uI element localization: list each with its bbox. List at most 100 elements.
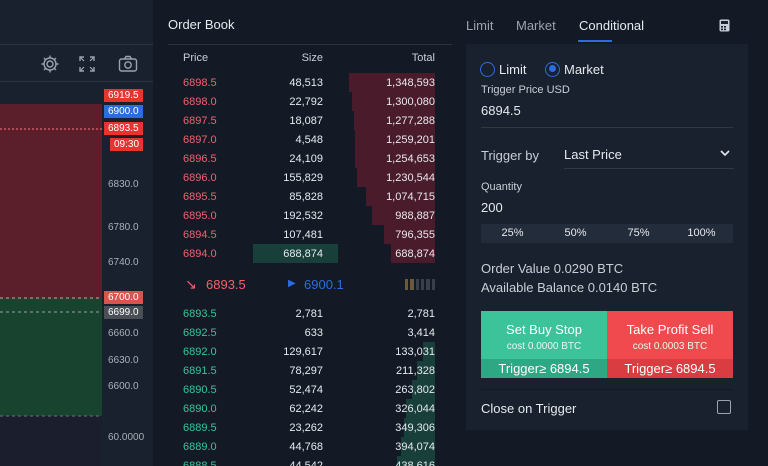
bid-depth-bar — [406, 399, 435, 418]
bid-size: 62,242 — [289, 403, 323, 415]
ask-depth-bar — [354, 111, 435, 130]
ask-size: 85,828 — [289, 191, 323, 203]
ask-total: 1,254,653 — [386, 153, 435, 165]
ask-size: 4,548 — [295, 134, 323, 146]
fullscreen-icon[interactable] — [76, 53, 98, 75]
axis-label: 6780.0 — [108, 222, 139, 233]
sell-button-trigger: Trigger≥ 6894.5 — [607, 359, 733, 378]
percent-100-button[interactable]: 100% — [687, 227, 716, 239]
ask-row[interactable]: 6897.5 18,087 1,277,288 — [168, 111, 452, 130]
ask-size: 18,087 — [289, 115, 323, 127]
bid-row[interactable]: 6889.5 23,262 349,306 — [168, 418, 452, 437]
chevron-down-icon — [719, 147, 731, 159]
radio-market-dot[interactable] — [545, 61, 560, 77]
take-profit-sell-button[interactable]: Take Profit Sell cost 0.0003 BTC Trigger… — [607, 311, 733, 378]
bid-row[interactable]: 6889.0 44,768 394,074 — [168, 437, 452, 456]
bid-row[interactable]: 6888.5 44,542 438,616 — [168, 456, 452, 466]
bid-size: 44,768 — [289, 441, 323, 453]
bid-price: 6890.0 — [183, 403, 217, 415]
axis-label: 6600.0 — [108, 381, 139, 392]
bid-row[interactable]: 6893.5 2,781 2,781 — [168, 304, 452, 323]
quantity-percent-selector: 25% 50% 75% 100% — [481, 224, 733, 243]
chart-plot-area[interactable] — [0, 82, 102, 466]
last-price: 6893.5 — [206, 277, 246, 292]
quantity-input[interactable]: 200 — [481, 200, 503, 215]
ask-total: 1,300,080 — [386, 96, 435, 108]
bid-size: 23,262 — [289, 422, 323, 434]
axis-label: 6660.0 — [108, 328, 139, 339]
ask-row[interactable]: 6897.0 4,548 1,259,201 — [168, 130, 452, 149]
trigger-price-input[interactable]: 6894.5 — [481, 103, 521, 118]
price-tag-countdown: 09:30 — [110, 138, 144, 151]
price-chart-panel[interactable]: 6830.0 6780.0 6740.0 6660.0 6630.0 6600.… — [0, 0, 153, 466]
ask-depth-bar — [355, 130, 435, 149]
signal-bars-icon — [405, 279, 435, 290]
axis-label: 6630.0 — [108, 355, 139, 366]
ask-size: 155,829 — [283, 172, 323, 184]
order-form: Limit Market Conditional Limit Market Tr… — [466, 0, 748, 466]
radio-limit-dot[interactable] — [480, 61, 495, 77]
ask-size: 22,792 — [289, 96, 323, 108]
gear-icon[interactable] — [39, 53, 61, 75]
ask-price: 6897.0 — [183, 134, 217, 146]
ask-price: 6896.5 — [183, 153, 217, 165]
ask-row[interactable]: 6896.0 155,829 1,230,544 — [168, 168, 452, 187]
percent-50-button[interactable]: 50% — [564, 227, 587, 239]
mark-price-icon: ▶ — [288, 278, 296, 289]
bid-total: 349,306 — [395, 422, 435, 434]
radio-limit-label: Limit — [499, 61, 527, 77]
ask-row[interactable]: 6894.0 688,874 688,874 — [168, 244, 452, 263]
ask-row[interactable]: 6895.5 85,828 1,074,715 — [168, 187, 452, 206]
ask-price: 6895.5 — [183, 191, 217, 203]
bid-row[interactable]: 6890.0 62,242 326,044 — [168, 399, 452, 418]
bid-row[interactable]: 6890.5 52,474 263,802 — [168, 380, 452, 399]
ask-row[interactable]: 6895.0 192,532 988,887 — [168, 206, 452, 225]
bid-price: 6889.0 — [183, 441, 217, 453]
trigger-by-select[interactable]: Last Price — [564, 140, 734, 169]
ask-size: 688,874 — [283, 248, 323, 260]
ask-row[interactable]: 6898.5 48,513 1,348,593 — [168, 73, 452, 92]
bid-row[interactable]: 6891.5 78,297 211,328 — [168, 361, 452, 380]
tab-limit[interactable]: Limit — [466, 18, 494, 33]
bid-total: 3,414 — [407, 327, 435, 339]
ask-price: 6895.0 — [183, 210, 217, 222]
calculator-icon[interactable] — [719, 19, 730, 32]
price-tag-high: 6919.5 — [104, 89, 143, 102]
ask-depth-bar — [352, 92, 435, 111]
ask-depth-bar — [384, 225, 435, 244]
mark-price: 6900.1 — [304, 277, 344, 292]
size-highlight-bar — [253, 244, 338, 263]
close-on-trigger-checkbox[interactable] — [717, 400, 731, 414]
bid-total: 263,802 — [395, 384, 435, 396]
price-tag-mark: 6900.0 — [104, 105, 143, 118]
ask-depth-bar — [349, 73, 435, 92]
ask-row[interactable]: 6894.5 107,481 796,355 — [168, 225, 452, 244]
ask-depth-bar — [366, 187, 435, 206]
active-tab-indicator — [578, 40, 612, 42]
ask-row[interactable]: 6898.0 22,792 1,300,080 — [168, 92, 452, 111]
order-book-spread: ↘ 6893.5 ▶ 6900.1 — [168, 272, 452, 296]
bid-total: 2,781 — [407, 308, 435, 320]
ask-price: 6898.0 — [183, 96, 217, 108]
order-type-tabs: Limit Market Conditional — [466, 0, 748, 44]
tab-market[interactable]: Market — [516, 18, 556, 33]
bid-depth-bar — [417, 361, 435, 380]
bid-row[interactable]: 6892.0 129,617 133,031 — [168, 342, 452, 361]
percent-75-button[interactable]: 75% — [627, 227, 650, 239]
radio-market[interactable]: Market — [545, 61, 604, 77]
percent-25-button[interactable]: 25% — [501, 227, 524, 239]
set-buy-stop-button[interactable]: Set Buy Stop cost 0.0000 BTC Trigger≥ 68… — [481, 311, 607, 378]
camera-icon[interactable] — [117, 53, 139, 75]
ask-row[interactable]: 6896.5 24,109 1,254,653 — [168, 149, 452, 168]
bid-row[interactable]: 6892.5 633 3,414 — [168, 323, 452, 342]
bid-depth-bar — [423, 342, 435, 361]
bid-size: 2,781 — [295, 308, 323, 320]
bid-price: 6891.5 — [183, 365, 217, 377]
available-balance: Available Balance 0.0140 BTC — [481, 280, 658, 295]
axis-label: 60.0000 — [108, 432, 145, 443]
bid-total: 326,044 — [395, 403, 435, 415]
ask-depth-bar — [391, 244, 435, 263]
axis-label: 6830.0 — [108, 179, 139, 190]
tab-conditional[interactable]: Conditional — [579, 18, 645, 33]
radio-limit[interactable]: Limit — [480, 61, 526, 77]
